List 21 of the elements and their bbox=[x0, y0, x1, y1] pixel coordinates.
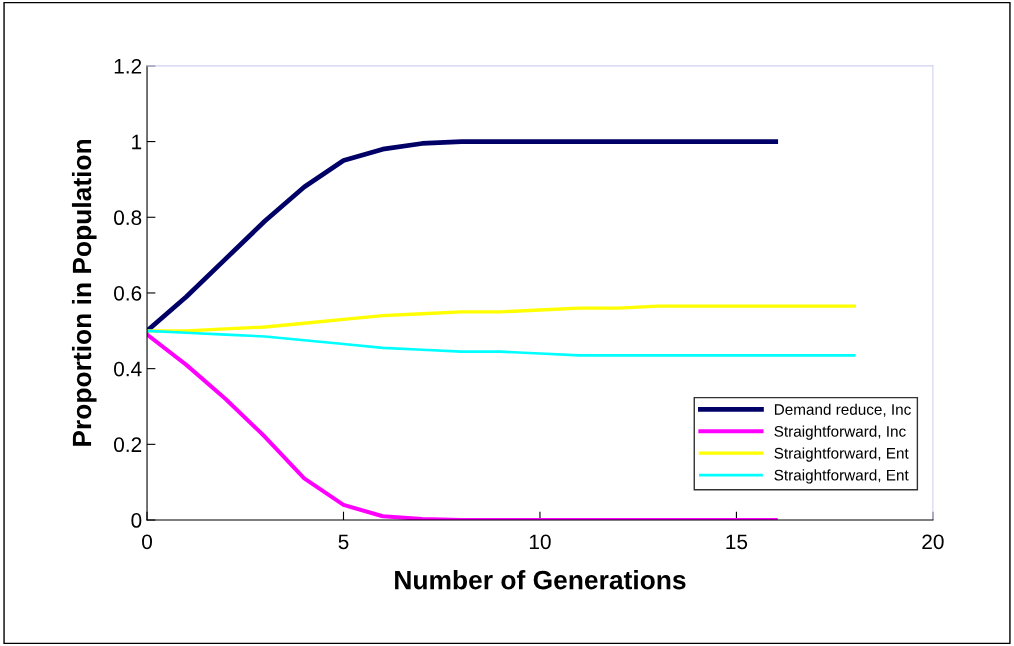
y-tick-label: 0 bbox=[131, 513, 142, 528]
y-tick-label: 1 bbox=[132, 134, 142, 150]
y-tick-label: 0.4 bbox=[114, 361, 142, 377]
legend-label: Demand reduce, Inc bbox=[774, 403, 911, 417]
legend-label: Straightforward, Inc bbox=[774, 425, 906, 440]
x-tick-label: 20 bbox=[922, 534, 944, 550]
legend-label: Straightforward, Ent bbox=[774, 447, 909, 462]
x-tick-label: 10 bbox=[529, 534, 551, 550]
x-tick-label: 5 bbox=[338, 534, 349, 550]
x-tick-label: 0 bbox=[142, 534, 153, 550]
y-axis-title: Proportion in Population bbox=[71, 139, 97, 446]
x-tick-label: 15 bbox=[726, 534, 748, 550]
legend-label: Straightforward, Ent bbox=[774, 469, 909, 484]
y-tick-label: 0.2 bbox=[114, 437, 142, 453]
y-tick-label: 0.8 bbox=[114, 210, 142, 226]
x-axis-title: Number of Generations bbox=[395, 570, 686, 590]
line-series bbox=[147, 304, 856, 333]
line-series bbox=[147, 139, 779, 334]
y-tick-label: 0.6 bbox=[114, 285, 142, 301]
line-series bbox=[147, 329, 856, 357]
y-tick-label: 1.2 bbox=[114, 58, 142, 74]
